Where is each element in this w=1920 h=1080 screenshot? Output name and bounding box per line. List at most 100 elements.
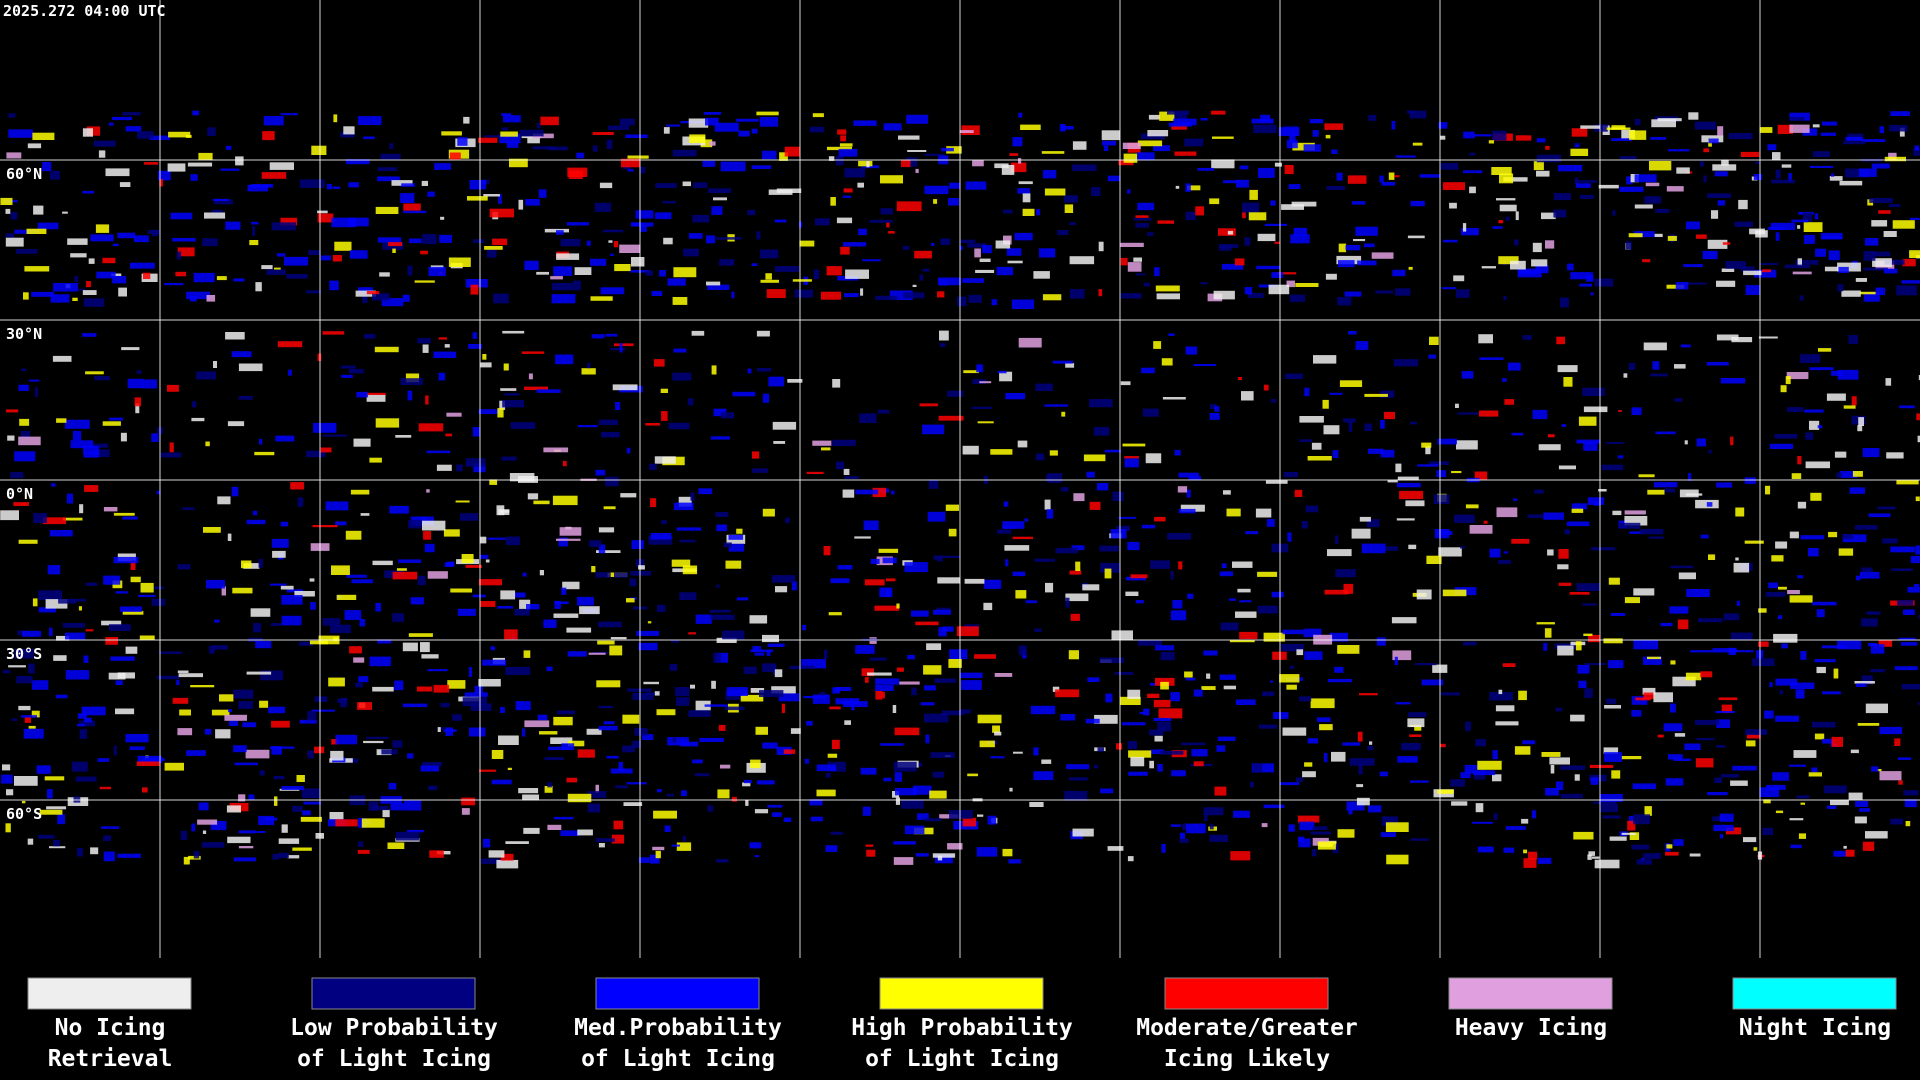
icing-pixel [626, 598, 635, 603]
icing-pixel [44, 776, 65, 781]
icing-pixel [830, 578, 850, 584]
icing-pixel [296, 775, 305, 782]
icing-pixel [747, 209, 756, 216]
icing-pixel [1120, 257, 1128, 266]
icing-pixel [587, 362, 591, 369]
icing-pixel [832, 439, 856, 446]
icing-pixel [439, 234, 452, 243]
icing-pixel [105, 637, 118, 645]
icing-pixel [497, 408, 504, 418]
icing-pixel [568, 740, 585, 747]
icing-pixel [608, 240, 613, 243]
icing-pixel [906, 157, 918, 167]
icing-pixel [752, 646, 762, 652]
icing-pixel [1244, 287, 1253, 295]
icing-pixel [526, 604, 540, 610]
icing-pixel [1685, 221, 1700, 230]
icing-pixel [1839, 180, 1863, 186]
icing-pixel [28, 725, 36, 729]
icing-pixel [1185, 346, 1198, 355]
icing-pixel [1649, 161, 1672, 171]
icing-pixel [1603, 747, 1619, 754]
icing-pixel [880, 208, 893, 215]
icing-pixel [915, 168, 919, 173]
icing-pixel [1410, 421, 1417, 425]
icing-pixel [945, 504, 959, 511]
icing-pixel [827, 753, 838, 758]
icing-pixel [79, 729, 87, 739]
icing-pixel [429, 850, 444, 858]
icing-pixel [1682, 282, 1707, 285]
icing-pixel [1203, 650, 1218, 656]
icing-pixel [967, 243, 987, 248]
icing-pixel [81, 706, 106, 716]
icing-pixel [353, 438, 371, 447]
icing-pixel [959, 709, 971, 714]
icing-pixel [1018, 158, 1022, 164]
icing-pixel [706, 281, 721, 286]
icing-pixel [82, 333, 97, 337]
icing-pixel [605, 476, 619, 487]
icing-pixel [687, 398, 694, 406]
icing-pixel [661, 411, 668, 421]
icing-pixel [1489, 692, 1513, 701]
icing-pixel [1071, 545, 1085, 551]
icing-pixel [1263, 804, 1285, 809]
icing-pixel [772, 421, 797, 430]
icing-pixel [1437, 438, 1457, 445]
icing-pixel [990, 449, 1013, 455]
icing-pixel [99, 786, 112, 790]
icing-pixel [1128, 771, 1148, 776]
icing-pixel [991, 299, 998, 306]
icing-pixel [681, 790, 687, 797]
icing-pixel [1545, 240, 1555, 249]
icing-pixel [1130, 756, 1145, 767]
icing-pixel [434, 163, 451, 170]
icing-pixel [1061, 126, 1074, 130]
icing-pixel [375, 206, 399, 214]
icing-pixel [1884, 156, 1906, 162]
icing-pixel [1746, 734, 1761, 739]
icing-pixel [640, 166, 646, 174]
icing-pixel [1913, 148, 1920, 156]
icing-pixel [8, 113, 16, 118]
icing-pixel [197, 819, 218, 825]
icing-pixel [461, 554, 474, 564]
icing-pixel [400, 193, 415, 203]
icing-pixel [1371, 252, 1394, 259]
icing-pixel [249, 240, 259, 246]
icing-pixel [457, 137, 468, 146]
icing-pixel [695, 700, 711, 711]
icing-pixel [1456, 440, 1478, 450]
icing-pixel [481, 858, 502, 864]
icing-pixel [1316, 717, 1331, 722]
icing-pixel [691, 330, 705, 336]
icing-pixel [1564, 529, 1570, 535]
icing-pixel [1735, 507, 1745, 517]
icing-pixel [1151, 749, 1164, 754]
icing-pixel [312, 525, 338, 528]
icing-pixel [105, 168, 130, 177]
icing-pixel [1802, 212, 1813, 223]
icing-pixel [1545, 788, 1559, 796]
icing-pixel [1172, 600, 1183, 609]
icing-pixel [1012, 137, 1023, 147]
icing-pixel [404, 800, 422, 811]
icing-pixel [1758, 336, 1778, 339]
icing-pixel [751, 468, 768, 473]
icing-pixel [49, 846, 66, 849]
icing-pixel [924, 185, 949, 195]
icing-pixel [5, 208, 11, 214]
icing-pixel [810, 816, 823, 822]
icing-pixel [345, 159, 370, 165]
icing-pixel [645, 270, 653, 276]
icing-pixel [177, 564, 191, 570]
icing-pixel [259, 770, 265, 776]
icing-pixel [21, 715, 37, 718]
icing-pixel [1256, 265, 1281, 270]
icing-pixel [83, 298, 105, 307]
icing-pixel [672, 149, 697, 157]
icing-pixel [1364, 423, 1372, 431]
icing-pixel [860, 288, 864, 296]
icing-pixel [1363, 243, 1375, 248]
